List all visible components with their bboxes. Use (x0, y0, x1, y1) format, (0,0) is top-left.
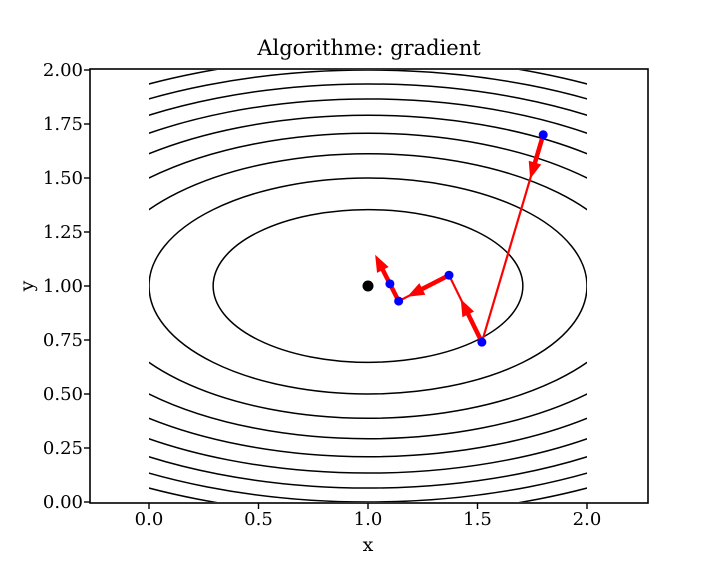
gradient-arrow-head (375, 254, 389, 273)
y-tick-label: 1.25 (43, 222, 83, 243)
x-tick-label: 2.0 (573, 509, 602, 530)
iterate-marker (538, 130, 548, 140)
gradient-arrow-head (460, 299, 475, 318)
chart-title: Algorithme: gradient (256, 36, 481, 60)
gradient-arrow-shaft (464, 310, 484, 344)
y-tick-label: 1.50 (43, 168, 83, 189)
contour-line (149, 132, 587, 440)
x-axis-label: x (363, 534, 374, 556)
gradient-arrow-head (407, 283, 426, 297)
y-tick-label: 0.75 (43, 330, 83, 351)
contour-line (149, 114, 587, 458)
y-tick-label: 0.50 (43, 384, 83, 405)
contour-line (149, 83, 587, 489)
y-tick-label: 1.00 (43, 276, 83, 297)
gradient-arrow-head (528, 160, 542, 179)
axes-ticks: 0.0 0.5 1.0 1.5 2.0 0.00 0.25 0.50 0.75 1.00 1.25 1… (43, 60, 601, 530)
iterate-marker (394, 296, 404, 306)
iterate-marker (385, 279, 395, 289)
iterate-marker (444, 270, 454, 280)
gradient-arrow-shaft (531, 134, 546, 167)
contour-line (149, 153, 587, 419)
x-tick-label: 0.0 (135, 509, 164, 530)
gradient-arrow-shaft (418, 273, 451, 293)
x-tick-label: 0.5 (244, 509, 273, 530)
plot-marks (362, 130, 548, 347)
y-tick-label: 1.75 (43, 114, 83, 135)
x-tick-label: 1.0 (354, 509, 383, 530)
contour-line (149, 98, 587, 474)
contour-group (149, 70, 587, 502)
y-tick-label: 2.00 (43, 60, 83, 81)
x-tick-label: 1.5 (463, 509, 492, 530)
y-tick-label: 0.25 (43, 438, 83, 459)
y-axis-label: y (16, 280, 38, 292)
minimum-marker (362, 280, 374, 292)
contour-line (212, 208, 524, 364)
y-tick-label: 0.00 (43, 492, 83, 513)
contour-line (149, 177, 587, 395)
iterate-marker (477, 337, 487, 347)
